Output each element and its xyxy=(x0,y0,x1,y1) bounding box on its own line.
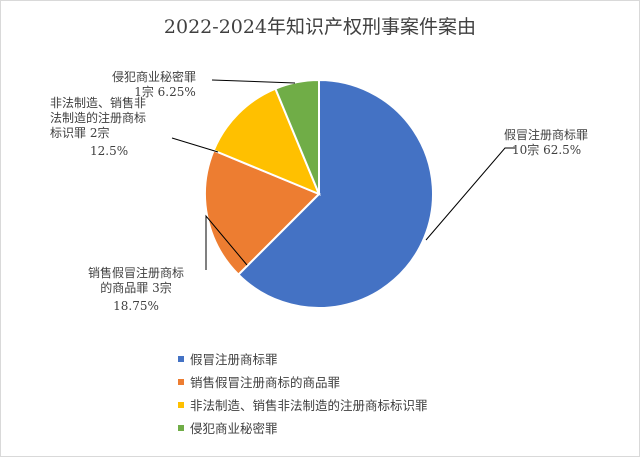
label-slice-2: 非法制造、销售非 法制造的注册商标 标识罪 2宗 12.5% xyxy=(50,96,147,158)
legend-item: 非法制造、销售非法制造的注册商标标识罪 xyxy=(178,393,428,416)
pie-slice xyxy=(274,78,320,195)
leader-line xyxy=(211,79,296,84)
legend-label: 非法制造、销售非法制造的注册商标标识罪 xyxy=(190,398,428,413)
leader-line xyxy=(171,137,219,153)
legend-label: 假冒注册商标罪 xyxy=(190,352,278,367)
chart-title: 2022-2024年知识产权刑事案件案由 xyxy=(163,16,477,38)
legend-label: 侵犯商业秘密罪 xyxy=(190,421,278,436)
legend: 假冒注册商标罪 销售假冒注册商标的商品罪 非法制造、销售非法制造的注册商标标识罪… xyxy=(178,347,428,439)
label-slice-3: 侵犯商业秘密罪 1宗 6.25% xyxy=(112,70,197,99)
pie-slice xyxy=(204,149,321,277)
leader-line xyxy=(205,214,248,270)
legend-item: 假冒注册商标罪 xyxy=(178,347,428,370)
legend-swatch xyxy=(178,401,184,408)
pie-slice xyxy=(236,78,434,309)
legend-swatch xyxy=(178,355,184,362)
legend-swatch xyxy=(178,378,184,385)
label-slice-0: 假冒注册商标罪 10宗 62.5% xyxy=(504,128,589,157)
leader-line xyxy=(425,147,515,241)
label-slice-1: 销售假冒注册商标 的商品罪 3宗 18.75% xyxy=(88,266,185,313)
pie-slice xyxy=(212,87,321,196)
legend-item: 销售假冒注册商标的商品罪 xyxy=(178,370,428,393)
legend-item: 侵犯商业秘密罪 xyxy=(178,416,428,439)
legend-swatch xyxy=(178,424,184,431)
legend-label: 销售假冒注册商标的商品罪 xyxy=(190,375,341,390)
